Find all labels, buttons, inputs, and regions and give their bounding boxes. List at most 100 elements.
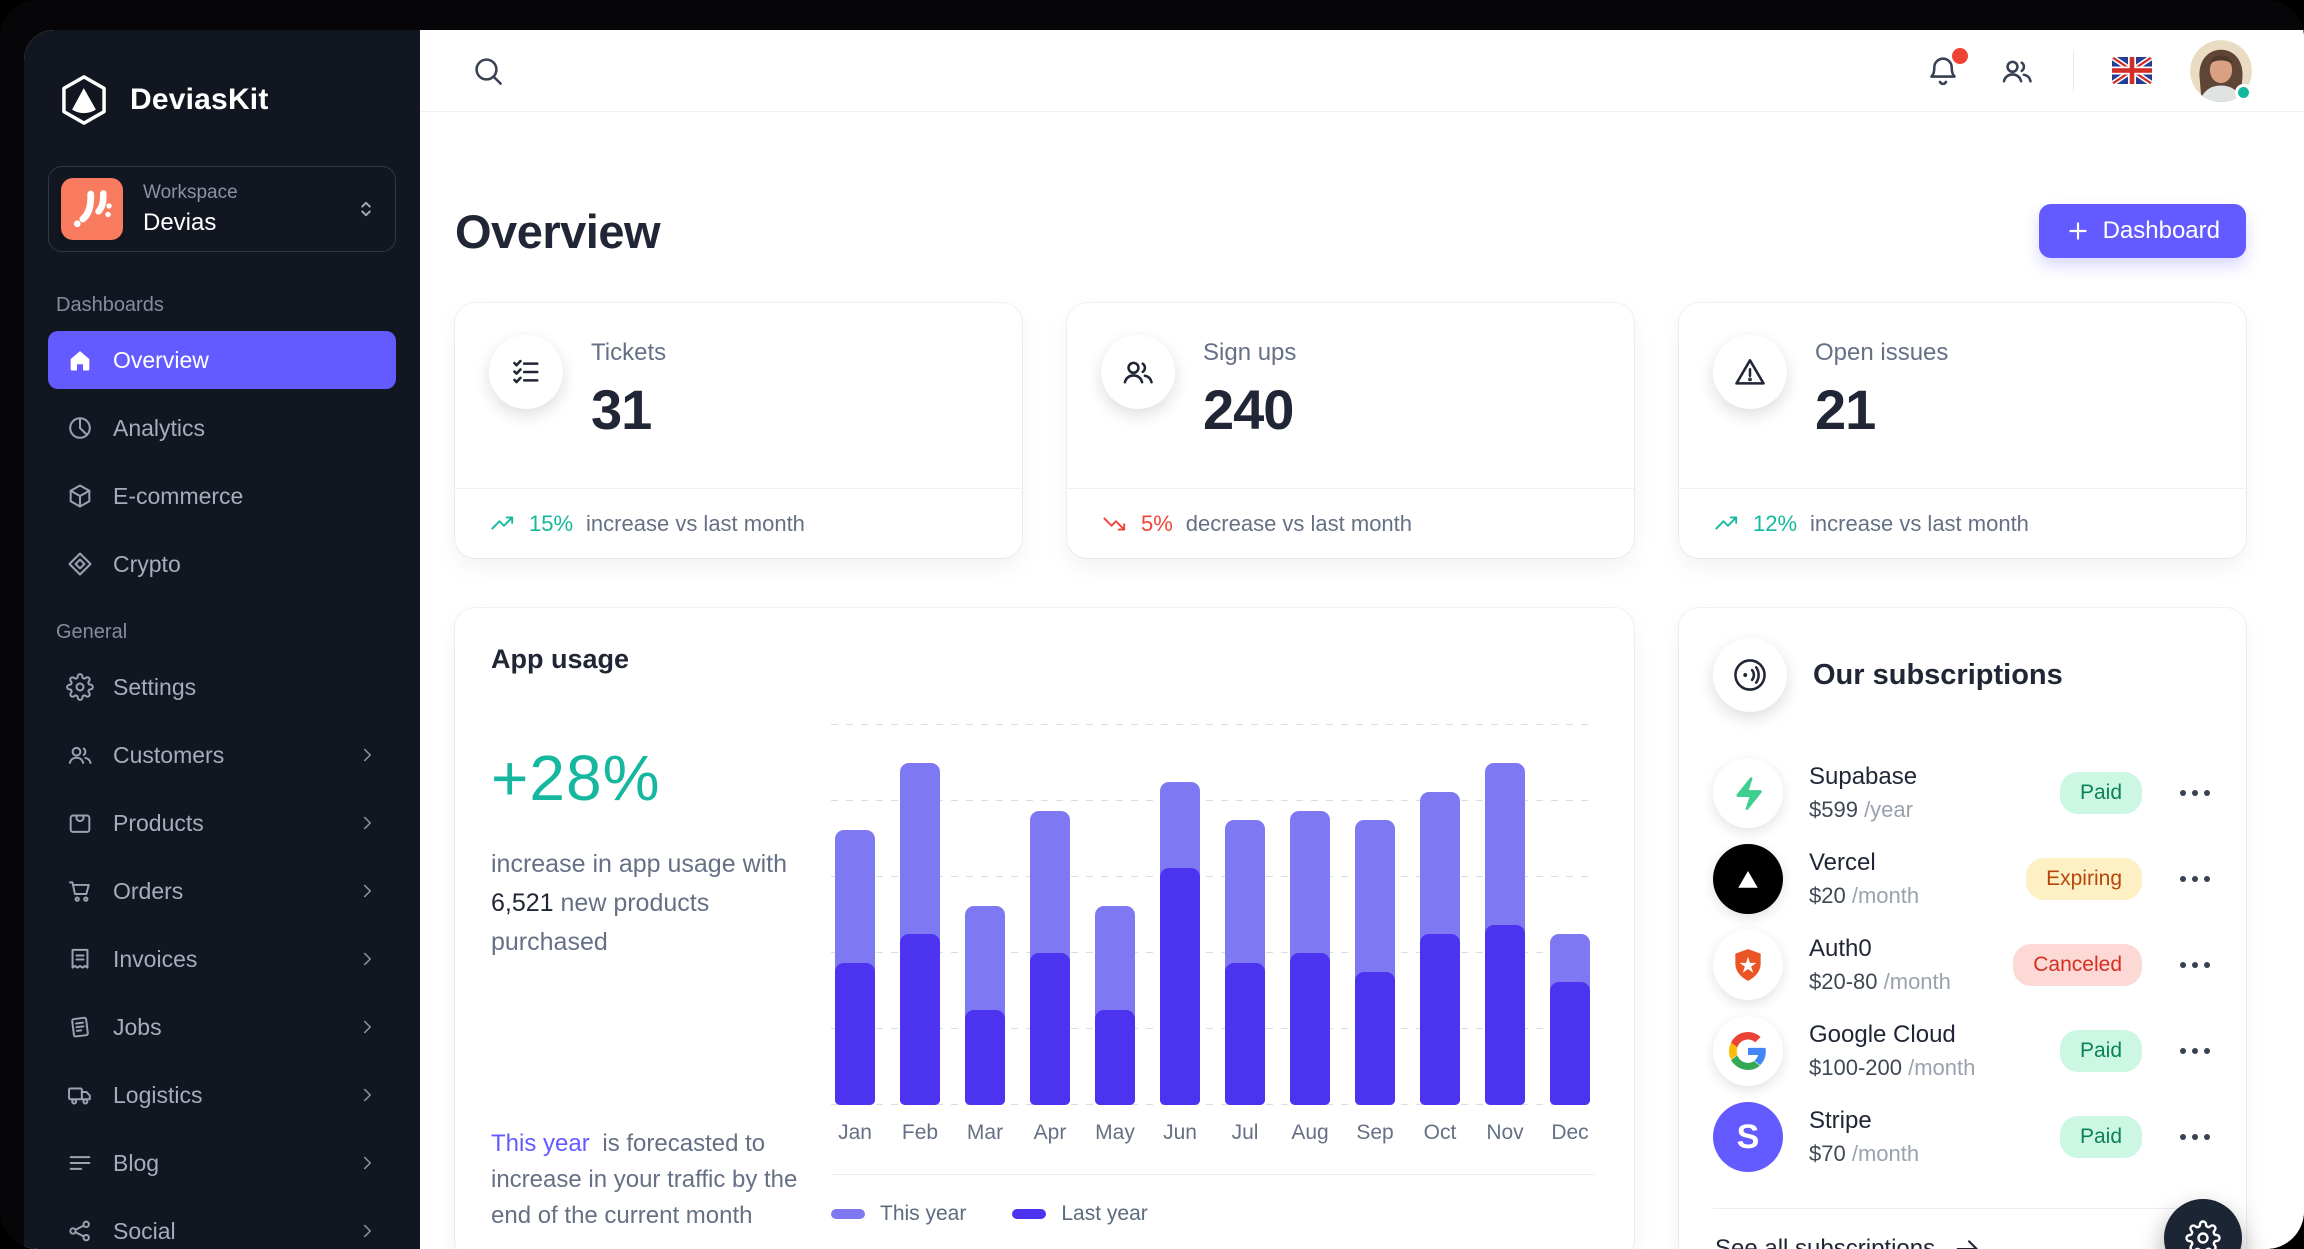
bar-group-apr (1030, 725, 1070, 1105)
workspace-logo-icon (61, 178, 123, 240)
stat-value: 21 (1815, 378, 1876, 441)
bar-last-year (1225, 962, 1265, 1105)
bar-group-nov (1485, 725, 1525, 1105)
subscription-row-vercel: Vercel $20 /month Expiring (1713, 836, 2212, 922)
sidebar-item-label: Analytics (113, 414, 206, 441)
sidebar-item-e-commerce[interactable]: E-commerce (48, 467, 396, 525)
price-amount: $599 (1809, 797, 1858, 822)
contacts-users-icon[interactable] (1999, 53, 2035, 89)
deviaskit-logo-icon (56, 72, 112, 128)
x-axis-label: Dec (1551, 1121, 1589, 1144)
app-usage-body: +28% increase in app usage with 6,521 ne… (491, 681, 1594, 1249)
sidebar-item-crypto[interactable]: Crypto (48, 535, 396, 593)
chevron-right-icon (356, 948, 378, 970)
trend-value: 5% (1141, 510, 1173, 536)
subscription-info: Auth0 $20-80 /month (1809, 935, 2013, 995)
subscriptions-divider (1713, 1208, 2212, 1209)
stat-card-open-issues: Open issues 21 12% increase vs last month (1679, 303, 2246, 558)
subscription-info: Vercel $20 /month (1809, 849, 2026, 909)
user-avatar[interactable] (2190, 39, 2252, 102)
subscription-row-auth0: Auth0 $20-80 /month Canceled (1713, 922, 2212, 1008)
chevron-right-icon (356, 1152, 378, 1174)
subscription-price: $20-80 /month (1809, 969, 2013, 995)
bar-last-year (1290, 953, 1330, 1105)
row-menu-dots-icon[interactable] (2178, 1128, 2212, 1146)
chart-legend: This year Last year (831, 1202, 1594, 1226)
trend-value: 12% (1753, 510, 1798, 536)
brand-name: DeviasKit (130, 83, 269, 116)
status-badge: Canceled (2013, 944, 2142, 986)
x-axis-label: Aug (1291, 1121, 1329, 1144)
stat-text: Open issues 21 (1815, 335, 1948, 442)
chevron-right-icon (356, 812, 378, 834)
app-usage-title: App usage (491, 644, 630, 674)
arrow-right-icon (1953, 1235, 1981, 1249)
legend-label: This year (880, 1202, 967, 1225)
price-period: /year (1857, 797, 1913, 822)
diamond-icon (66, 550, 94, 578)
row-menu-dots-icon[interactable] (2178, 1042, 2212, 1060)
usage-desc-prefix: increase in app usage with (491, 850, 788, 878)
sidebar-item-products[interactable]: Products (48, 794, 396, 852)
row-menu-dots-icon[interactable] (2178, 784, 2212, 802)
stripe-logo-icon: S (1713, 1102, 1783, 1172)
subscriptions-list: Supabase $599 /year Paid Vercel $20 /month Ex… (1713, 750, 2212, 1204)
see-all-subscriptions-link[interactable]: See all subscriptions (1713, 1209, 2212, 1249)
subscription-price: $70 /month (1809, 1141, 2060, 1167)
sidebar-item-label: Customers (113, 741, 225, 768)
row-menu-dots-icon[interactable] (2178, 956, 2212, 974)
sidebar-item-blog[interactable]: Blog (48, 1134, 396, 1192)
sidebar-item-label: Settings (113, 673, 197, 700)
sidebar-nav: Dashboards Overview Analytics E-commerce Cry… (48, 252, 396, 1249)
sidebar-item-jobs[interactable]: Jobs (48, 998, 396, 1056)
sidebar-item-logistics[interactable]: Logistics (48, 1066, 396, 1124)
x-axis-label: Jan (838, 1121, 872, 1144)
trend-text: increase vs last month (1810, 510, 2029, 536)
subscriptions-header: Our subscriptions (1713, 638, 2212, 712)
trend-text: decrease vs last month (1185, 510, 1413, 536)
usage-desc-number: 6,521 (491, 888, 554, 917)
workspace-selector[interactable]: Workspace Devias (48, 166, 396, 252)
workspace-name: Devias (143, 208, 217, 236)
cart-icon (66, 877, 94, 905)
stat-label: Tickets (591, 339, 667, 366)
see-all-subscriptions-label: See all subscriptions (1715, 1235, 1936, 1249)
chevron-right-icon (356, 1220, 378, 1242)
x-axis-label: May (1095, 1121, 1135, 1144)
price-period: /month (1877, 969, 1951, 994)
chart-gridline (831, 952, 1594, 953)
vercel-logo-icon (1713, 844, 1783, 914)
sidebar-item-analytics[interactable]: Analytics (48, 399, 396, 457)
users-icon (1120, 354, 1156, 390)
sidebar-item-label: Social (113, 1217, 176, 1244)
price-period: /month (1845, 883, 1920, 908)
cube-icon (66, 482, 94, 510)
subscriptions-card: Our subscriptions Supabase $599 /year Paid… (1679, 608, 2246, 1249)
page-title: Overview (455, 205, 661, 258)
sidebar-item-settings[interactable]: Settings (48, 658, 396, 716)
sidebar-item-invoices[interactable]: Invoices (48, 930, 396, 988)
search-icon[interactable] (470, 53, 506, 89)
price-amount: $20-80 (1809, 969, 1878, 994)
sidebar-item-orders[interactable]: Orders (48, 862, 396, 920)
sidebar-item-label: Jobs (113, 1013, 162, 1040)
subscription-row-stripe: S Stripe $70 /month Paid (1713, 1094, 2212, 1180)
bar-group-feb (900, 725, 940, 1105)
bar-group-oct (1420, 725, 1460, 1105)
subscription-price: $599 /year (1809, 797, 2060, 823)
bar-group-jan (835, 725, 875, 1105)
bar-group-dec (1550, 725, 1590, 1105)
stat-card-body: Sign ups 240 (1067, 303, 1634, 488)
notifications-bell-icon[interactable] (1925, 47, 1968, 89)
row-menu-dots-icon[interactable] (2178, 870, 2212, 888)
sidebar-item-social[interactable]: Social (48, 1202, 396, 1249)
add-dashboard-button[interactable]: Dashboard (2038, 204, 2246, 258)
price-amount: $100-200 (1809, 1055, 1902, 1080)
sidebar-item-customers[interactable]: Customers (48, 726, 396, 784)
workspace-label: Workspace (143, 181, 238, 203)
sidebar-item-overview[interactable]: Overview (48, 331, 396, 389)
uk-flag-icon[interactable] (2112, 57, 2152, 84)
stat-trend: 5% decrease vs last month (1067, 489, 1634, 558)
stat-trend: 15% increase vs last month (455, 489, 1022, 558)
chart-gridline (831, 800, 1594, 801)
